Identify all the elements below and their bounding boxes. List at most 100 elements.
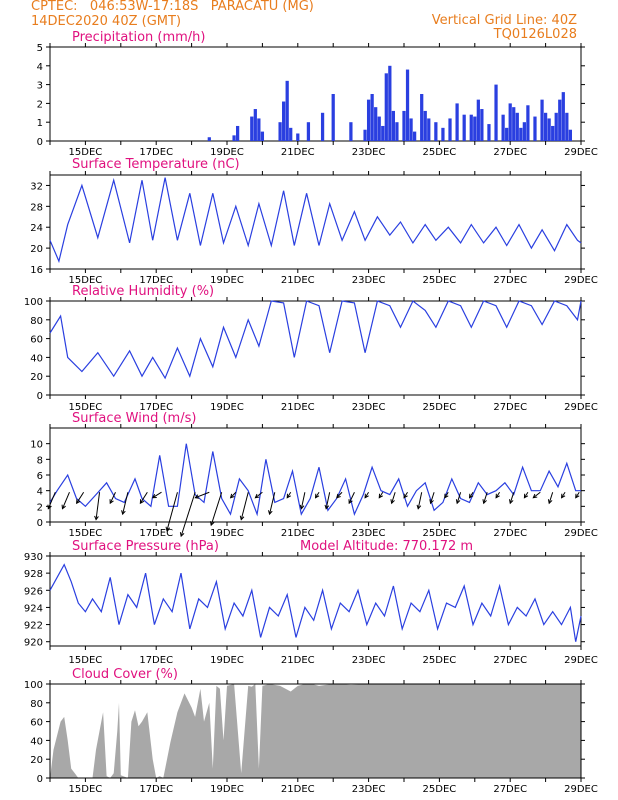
wind-arrow-head: [268, 510, 273, 516]
precip-bar: [306, 122, 311, 141]
precip-bar: [296, 133, 300, 141]
precip-bar: [540, 99, 544, 141]
wind-xtick-label: 17DEC: [139, 528, 173, 539]
precip-bar: [469, 114, 473, 141]
wind-arrow: [122, 492, 129, 515]
pressure-ytick-label: 930: [24, 552, 43, 563]
precip-bar: [526, 105, 530, 141]
precip-bar: [448, 118, 452, 141]
wind-arrow-head: [561, 493, 566, 499]
wind-arrow-head: [229, 493, 235, 499]
temp-xtick-label: 17DEC: [139, 275, 173, 286]
precip-ytick-label: 2: [37, 99, 43, 110]
precip-frame: [49, 46, 582, 142]
wind-arrow-head: [139, 499, 145, 505]
wind-arrow-head: [429, 499, 434, 505]
precip-bar: [381, 125, 385, 141]
wind-ytick-label: 6: [37, 471, 43, 482]
wind-arrow: [210, 492, 223, 526]
rh-line: [49, 300, 582, 380]
wind-arrow-head: [532, 493, 538, 499]
precip-bar: [257, 118, 261, 141]
precip-bar: [519, 127, 523, 141]
temp-xtick-label: 27DEC: [493, 275, 527, 286]
precip-bar: [409, 118, 413, 141]
precip-xtick-label: 17DEC: [139, 147, 173, 158]
precip-bar: [363, 129, 367, 141]
cloud-area: [50, 684, 581, 778]
precip-bar: [235, 125, 240, 141]
temp-xtick-label: 29DEC: [564, 275, 598, 286]
precip-bar: [232, 135, 236, 141]
wind-arrow-head: [416, 504, 422, 510]
rh-xtick-label: 15DEC: [69, 402, 103, 413]
wind-arrow: [255, 491, 263, 499]
wind-arrow: [456, 492, 462, 504]
pressure-xtick-label: 21DEC: [281, 655, 315, 666]
cloud-xtick-label: 21DEC: [281, 784, 315, 795]
wind-arrow-head: [179, 532, 185, 538]
precip-bar: [508, 103, 512, 141]
rh-ytick-label: 40: [30, 353, 43, 364]
temp-ytick-label: 24: [30, 223, 43, 234]
precip-bar: [455, 103, 459, 141]
precip-bar: [533, 116, 537, 141]
pressure-xtick-label: 15DEC: [69, 655, 103, 666]
temp-xtick-label: 19DEC: [210, 275, 244, 286]
cloud-xtick-label: 25DEC: [423, 784, 457, 795]
wind-xtick-label: 15DEC: [69, 528, 103, 539]
pressure-xtick-label: 19DEC: [210, 655, 244, 666]
precip-bar: [289, 127, 293, 141]
temp-ytick-label: 16: [30, 265, 43, 276]
rh-ytick-label: 80: [30, 316, 43, 327]
precip-panel: Precipitation (mm/h) 0 1 2 3 4 5 15DEC 17DEC 19DE…: [37, 30, 598, 158]
precip-bar: [366, 99, 371, 141]
wind-arrow: [180, 492, 196, 537]
precip-bar: [480, 109, 484, 141]
temp-ytick-label: 28: [30, 202, 43, 213]
rh-xtick-label: 19DEC: [210, 402, 244, 413]
precip-ytick-label: 4: [37, 62, 43, 73]
grid-line-info: Vertical Grid Line: 40Z: [431, 13, 577, 28]
wind-arrow-head: [239, 515, 245, 521]
pressure-xtick-label: 25DEC: [423, 655, 457, 666]
wind-arrow-head: [314, 493, 320, 499]
precip-bar: [331, 94, 335, 141]
precip-bar: [487, 124, 491, 141]
wind-arrow: [240, 492, 249, 520]
precip-xtick-label: 25DEC: [423, 147, 457, 158]
precip-bar: [320, 112, 325, 141]
wind-arrow: [469, 491, 474, 498]
pressure-ytick-label: 922: [24, 621, 43, 632]
pressure-xtick-label: 27DEC: [493, 655, 527, 666]
precip-bar: [515, 112, 519, 141]
wind-arrow-head: [547, 499, 553, 505]
wind-arrow: [403, 491, 408, 498]
precip-bar: [253, 109, 257, 141]
wind-arrow: [548, 492, 554, 504]
temp-xtick-label: 25DEC: [423, 275, 457, 286]
wind-arrow: [230, 491, 237, 499]
wind-arrow: [509, 492, 515, 504]
wind-ytick-label: 10: [30, 440, 43, 451]
pressure-annotation: Model Altitude: 770.172 m: [300, 539, 473, 554]
wind-ytick-label: 0: [37, 518, 43, 529]
precip-bar: [260, 131, 265, 141]
wind-arrow: [348, 492, 355, 504]
precip-bar: [384, 73, 388, 141]
wind-arrow-head: [94, 515, 99, 521]
cloud-title: Cloud Cover (%): [72, 667, 178, 682]
temp-xtick-label: 15DEC: [69, 275, 103, 286]
pressure-ytick-label: 924: [24, 603, 43, 614]
precip-bar: [402, 110, 406, 141]
wind-arrow: [76, 491, 85, 504]
wind-arrow-head: [76, 499, 81, 505]
wind-arrow-head: [324, 504, 330, 510]
precip-ytick-label: 5: [37, 43, 43, 54]
station-info: CPTEC: 046:53W-17:18S PARACATU (MG): [31, 0, 314, 14]
rh-xtick-label: 21DEC: [281, 402, 315, 413]
pressure-ytick-label: 926: [24, 586, 43, 597]
precip-bar: [423, 110, 427, 141]
wind-arrow-head: [109, 499, 114, 505]
